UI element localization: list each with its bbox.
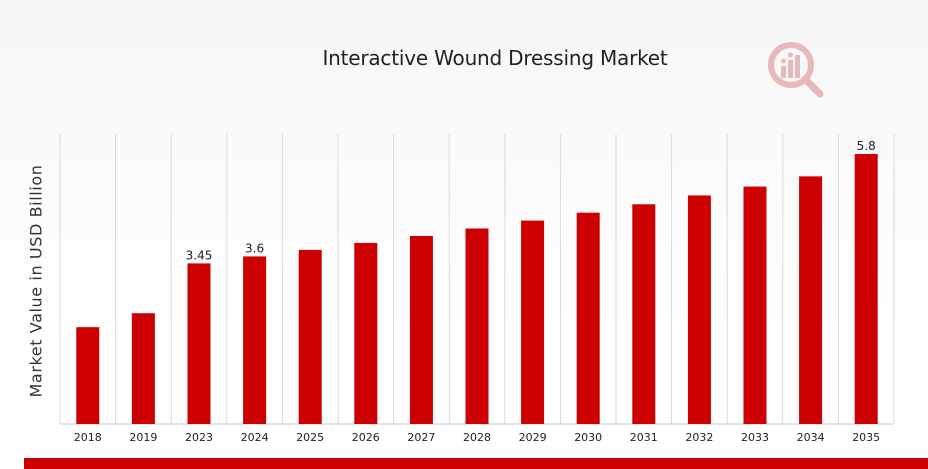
x-tick-label: 2030 xyxy=(574,431,602,444)
bar-2029 xyxy=(521,220,545,424)
bar-2028 xyxy=(465,228,489,424)
x-tick-label: 2019 xyxy=(129,431,157,444)
market-research-logo-icon xyxy=(768,42,824,98)
x-tick-label: 2018 xyxy=(74,431,102,444)
bar-2019 xyxy=(131,313,155,424)
x-tick-label: 2025 xyxy=(296,431,324,444)
x-tick-label: 2031 xyxy=(630,431,658,444)
bar-2023 xyxy=(187,263,211,424)
footer-accent-bar xyxy=(24,458,928,469)
bar-2018 xyxy=(76,327,100,424)
bar-2033 xyxy=(743,186,767,424)
bar-2035 xyxy=(854,154,878,424)
x-tick-label: 2024 xyxy=(241,431,269,444)
bar-2027 xyxy=(409,235,433,424)
x-tick-label: 2028 xyxy=(463,431,491,444)
bar-2032 xyxy=(687,195,711,424)
data-label: 5.8 xyxy=(857,139,876,153)
x-tick-label: 2034 xyxy=(797,431,825,444)
bar-2024 xyxy=(243,256,267,424)
x-tick-label: 2035 xyxy=(852,431,880,444)
x-tick-label: 2026 xyxy=(352,431,380,444)
bar-2025 xyxy=(298,249,322,424)
x-tick-label: 2027 xyxy=(407,431,435,444)
x-tick-label: 2033 xyxy=(741,431,769,444)
x-tick-label: 2032 xyxy=(685,431,713,444)
data-label: 3.6 xyxy=(245,241,264,255)
bar-2031 xyxy=(632,204,656,424)
bar-2034 xyxy=(799,176,823,424)
x-tick-label: 2029 xyxy=(519,431,547,444)
bar-2026 xyxy=(354,242,378,424)
bar-2030 xyxy=(576,212,600,424)
data-label: 3.45 xyxy=(186,248,213,262)
x-tick-label: 2023 xyxy=(185,431,213,444)
chart-title: Interactive Wound Dressing Market xyxy=(322,46,668,70)
